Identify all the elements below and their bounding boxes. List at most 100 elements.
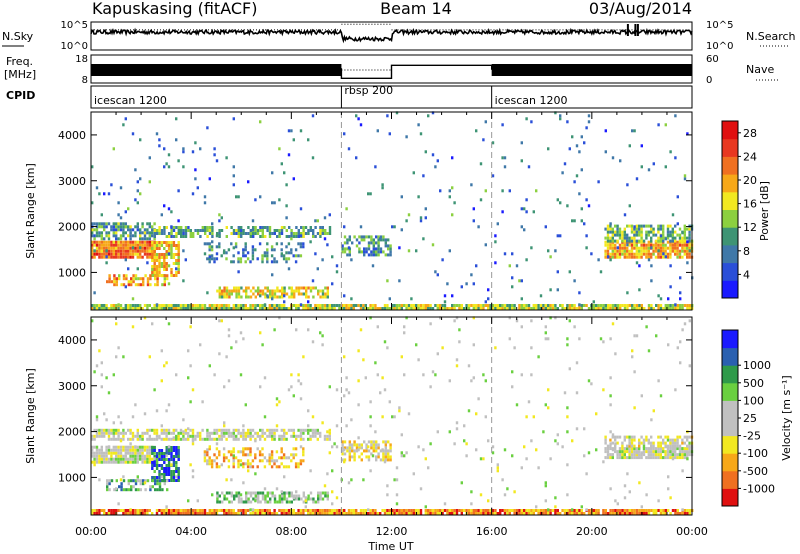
freq-label: Freq. <box>6 55 33 68</box>
velocity-cell <box>194 512 197 515</box>
velocity-cell <box>609 337 612 341</box>
velocity-cell <box>95 448 99 452</box>
power-cell <box>143 304 147 307</box>
power-cell <box>604 240 607 244</box>
velocity-cell <box>244 403 247 407</box>
power-cell <box>294 260 298 264</box>
power-cell <box>249 235 252 238</box>
velocity-cell <box>275 487 279 491</box>
velocity-cell <box>163 364 166 368</box>
velocity-cell <box>302 491 305 495</box>
velocity-cell <box>566 512 569 515</box>
velocity-cell <box>149 488 152 492</box>
velocity-cell <box>652 453 655 457</box>
power-cell <box>501 189 504 193</box>
power-cell <box>520 159 523 163</box>
power-cell <box>388 307 391 310</box>
velocity-cell <box>146 428 149 432</box>
velocity-cell <box>179 428 183 432</box>
velocity-cell <box>158 458 161 461</box>
power-cell <box>213 257 216 261</box>
power-cell <box>189 235 192 238</box>
power-cell <box>163 262 166 265</box>
power-cell <box>187 229 190 232</box>
velocity-cell <box>285 491 289 495</box>
velocity-cell <box>189 512 192 515</box>
velocity-cell <box>225 355 228 359</box>
power-cell <box>659 243 662 247</box>
velocity-cell <box>583 427 586 431</box>
velocity-cell <box>530 346 533 350</box>
power-cell <box>244 232 248 235</box>
power-cell <box>146 246 149 250</box>
power-cell <box>281 295 284 299</box>
power-cell <box>324 229 327 232</box>
velocity-cell <box>232 459 235 463</box>
power-cell <box>645 249 648 253</box>
velocity-cell <box>635 334 639 338</box>
power-cell <box>273 292 277 296</box>
power-cell <box>166 277 169 281</box>
velocity-cell <box>254 439 257 443</box>
velocity-cell <box>633 456 636 460</box>
power-cell <box>631 129 634 133</box>
velocity-cell <box>479 457 483 461</box>
velocity-cell <box>275 459 279 463</box>
power-cell <box>134 283 138 287</box>
velocity-cell <box>136 445 139 449</box>
power-cell <box>280 229 284 232</box>
velocity-cell <box>244 434 247 438</box>
velocity-cell <box>283 437 286 441</box>
velocity-colorbar-swatch-0 <box>722 488 738 507</box>
power-cell <box>666 236 670 240</box>
power-cell <box>268 229 272 232</box>
power-cell <box>443 307 447 310</box>
velocity-cell <box>122 445 125 449</box>
velocity-cell <box>453 442 456 446</box>
power-cell <box>182 304 185 307</box>
power-cell <box>674 249 677 253</box>
velocity-cell <box>100 428 103 432</box>
power-cell <box>666 224 670 228</box>
power-cell <box>431 307 435 310</box>
power-cell <box>676 233 679 237</box>
velocity-cell <box>163 473 166 476</box>
velocity-cell <box>167 431 171 435</box>
power-region-9 <box>604 224 694 243</box>
velocity-cell <box>679 512 682 515</box>
velocity-cell <box>640 453 643 457</box>
power-cell <box>551 307 555 310</box>
velocity-cell <box>117 445 120 449</box>
velocity-cell <box>184 431 187 435</box>
power-cell <box>110 307 113 310</box>
power-cell <box>142 283 145 287</box>
velocity-cell <box>292 456 295 460</box>
velocity-cell <box>311 434 315 438</box>
power-cell <box>618 249 622 253</box>
power-colorbar-tick-label-2: 12 <box>743 221 757 234</box>
velocity-cell <box>370 446 373 450</box>
power-cell <box>343 235 347 239</box>
power-cell <box>204 226 207 229</box>
velocity-cell <box>281 500 284 504</box>
power-cell <box>472 307 475 310</box>
velocity-cell <box>611 441 614 445</box>
velocity-cell <box>167 464 171 467</box>
velocity-cell <box>530 439 533 443</box>
power-cell <box>184 229 188 232</box>
velocity-cell <box>393 509 396 512</box>
power-cell <box>254 295 257 299</box>
power-cell <box>268 235 272 238</box>
velocity-cell <box>249 450 252 454</box>
velocity-cell <box>640 451 643 455</box>
velocity-cell <box>375 446 378 450</box>
power-cell <box>283 304 286 307</box>
velocity-cell <box>177 431 180 435</box>
power-cell <box>417 123 420 127</box>
velocity-cell <box>216 497 219 501</box>
velocity-cell <box>242 447 245 451</box>
power-cell <box>268 226 272 229</box>
power-cell <box>544 307 547 310</box>
power-cell <box>283 286 286 290</box>
velocity-cell <box>549 316 552 320</box>
